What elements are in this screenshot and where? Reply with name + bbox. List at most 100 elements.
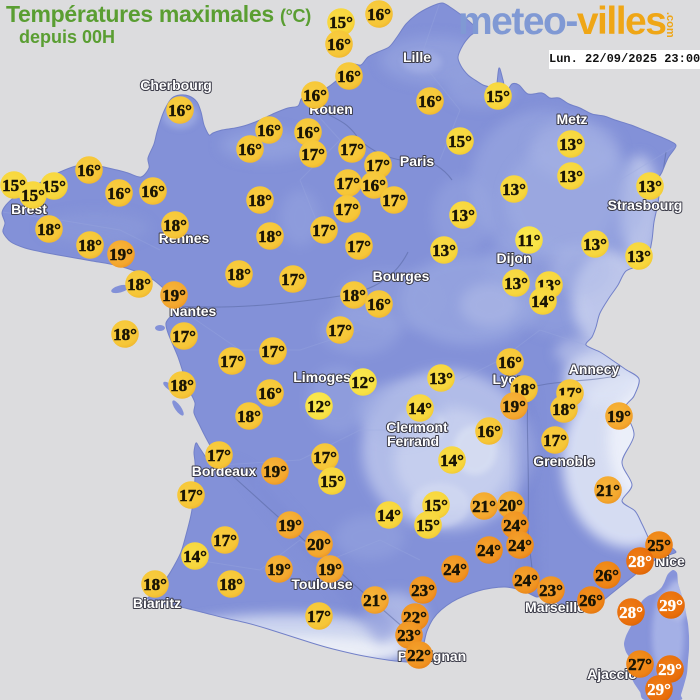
svg-text:17°: 17°	[366, 156, 390, 175]
svg-text:17°: 17°	[261, 342, 285, 361]
svg-text:16°: 16°	[367, 5, 391, 24]
svg-text:24°: 24°	[514, 571, 538, 590]
svg-text:12°: 12°	[307, 397, 331, 416]
svg-text:17°: 17°	[307, 607, 331, 626]
svg-text:27°: 27°	[628, 655, 652, 674]
svg-text:15°: 15°	[448, 132, 472, 151]
svg-text:17°: 17°	[179, 486, 203, 505]
svg-text:18°: 18°	[113, 325, 137, 344]
svg-text:17°: 17°	[347, 237, 371, 256]
svg-text:23°: 23°	[539, 581, 563, 600]
svg-text:19°: 19°	[607, 407, 631, 426]
svg-text:13°: 13°	[432, 241, 456, 260]
svg-text:17°: 17°	[213, 531, 237, 550]
svg-text:13°: 13°	[559, 167, 583, 186]
svg-text:Bourges: Bourges	[373, 268, 430, 284]
svg-text:19°: 19°	[318, 560, 342, 579]
svg-text:15°: 15°	[424, 496, 448, 515]
svg-text:Grenoble: Grenoble	[533, 453, 595, 469]
svg-text:22°: 22°	[407, 646, 431, 665]
svg-text:18°: 18°	[163, 216, 187, 235]
svg-text:15°: 15°	[21, 186, 45, 205]
svg-text:14°: 14°	[408, 399, 432, 418]
svg-text:Limoges: Limoges	[293, 369, 351, 385]
svg-text:26°: 26°	[595, 566, 619, 585]
svg-text:19°: 19°	[502, 397, 526, 416]
svg-text:17°: 17°	[172, 327, 196, 346]
svg-text:19°: 19°	[109, 245, 133, 264]
svg-text:13°: 13°	[502, 180, 526, 199]
svg-text:16°: 16°	[77, 161, 101, 180]
svg-text:16°: 16°	[168, 101, 192, 120]
svg-text:15°: 15°	[320, 472, 344, 491]
svg-text:16°: 16°	[303, 86, 327, 105]
svg-text:16°: 16°	[257, 121, 281, 140]
svg-text:25°: 25°	[647, 536, 671, 555]
svg-text:11°: 11°	[518, 231, 541, 250]
svg-text:14°: 14°	[440, 451, 464, 470]
svg-text:19°: 19°	[162, 286, 186, 305]
svg-text:17°: 17°	[382, 191, 406, 210]
svg-text:16°: 16°	[477, 422, 501, 441]
svg-text:17°: 17°	[543, 431, 567, 450]
svg-text:26°: 26°	[579, 591, 603, 610]
svg-text:16°: 16°	[238, 140, 262, 159]
svg-text:Bordeaux: Bordeaux	[192, 463, 257, 479]
svg-text:17°: 17°	[335, 200, 359, 219]
svg-text:20°: 20°	[499, 496, 523, 515]
svg-text:16°: 16°	[362, 176, 386, 195]
svg-text:Dijon: Dijon	[497, 250, 532, 266]
svg-text:Clermont: Clermont	[386, 419, 448, 435]
svg-text:21°: 21°	[363, 591, 387, 610]
svg-text:Lille: Lille	[403, 49, 431, 65]
svg-text:18°: 18°	[143, 575, 167, 594]
svg-text:13°: 13°	[638, 177, 662, 196]
svg-text:18°: 18°	[258, 227, 282, 246]
svg-text:17°: 17°	[340, 140, 364, 159]
svg-text:15°: 15°	[42, 177, 66, 196]
svg-text:17°: 17°	[312, 221, 336, 240]
svg-text:16°: 16°	[296, 123, 320, 142]
svg-text:29°: 29°	[647, 680, 671, 699]
svg-text:18°: 18°	[342, 286, 366, 305]
svg-text:13°: 13°	[627, 247, 651, 266]
svg-text:12°: 12°	[351, 373, 375, 392]
svg-text:Biarritz: Biarritz	[133, 595, 181, 611]
svg-text:18°: 18°	[552, 400, 576, 419]
svg-text:Ferrand: Ferrand	[387, 433, 439, 449]
svg-text:18°: 18°	[219, 575, 243, 594]
svg-text:17°: 17°	[281, 270, 305, 289]
svg-text:18°: 18°	[37, 220, 61, 239]
svg-text:14°: 14°	[183, 547, 207, 566]
svg-text:13°: 13°	[504, 274, 528, 293]
svg-text:28°: 28°	[628, 552, 652, 571]
svg-text:21°: 21°	[596, 481, 620, 500]
svg-text:15°: 15°	[329, 13, 353, 32]
svg-text:17°: 17°	[301, 145, 325, 164]
svg-text:Strasbourg: Strasbourg	[608, 197, 683, 213]
svg-text:24°: 24°	[443, 560, 467, 579]
svg-text:24°: 24°	[503, 516, 527, 535]
svg-text:13°: 13°	[429, 369, 453, 388]
svg-text:Ajaccio: Ajaccio	[587, 666, 637, 682]
svg-text:24°: 24°	[508, 536, 532, 555]
svg-text:17°: 17°	[336, 174, 360, 193]
svg-text:17°: 17°	[207, 446, 231, 465]
svg-text:14°: 14°	[377, 506, 401, 525]
svg-text:24°: 24°	[477, 541, 501, 560]
svg-text:16°: 16°	[337, 67, 361, 86]
svg-text:16°: 16°	[327, 35, 351, 54]
svg-text:17°: 17°	[328, 321, 352, 340]
svg-text:17°: 17°	[313, 448, 337, 467]
svg-text:16°: 16°	[498, 353, 522, 372]
svg-text:Annecy: Annecy	[569, 361, 620, 377]
svg-text:18°: 18°	[248, 191, 272, 210]
svg-text:Metz: Metz	[556, 111, 587, 127]
svg-text:13°: 13°	[583, 235, 607, 254]
svg-text:15°: 15°	[416, 516, 440, 535]
svg-text:18°: 18°	[170, 376, 194, 395]
svg-text:14°: 14°	[531, 292, 555, 311]
svg-text:18°: 18°	[78, 236, 102, 255]
svg-text:16°: 16°	[418, 92, 442, 111]
svg-text:21°: 21°	[472, 497, 496, 516]
